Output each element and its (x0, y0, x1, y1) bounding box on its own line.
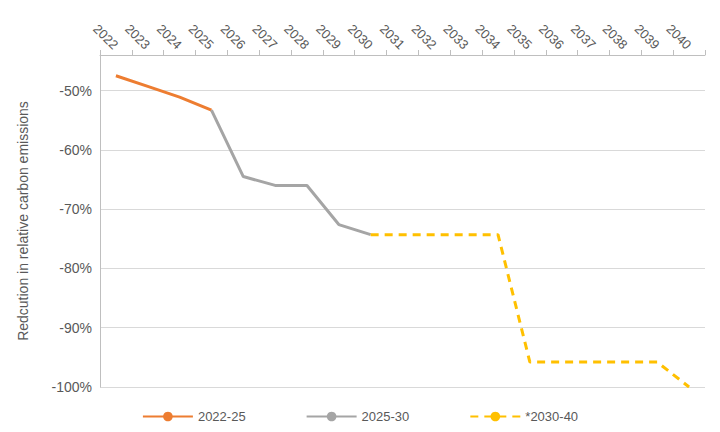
svg-text:2028: 2028 (281, 21, 312, 52)
svg-text:2025-30: 2025-30 (362, 409, 410, 424)
svg-text:-60%: -60% (59, 142, 92, 158)
svg-text:2031: 2031 (377, 21, 408, 52)
svg-text:2027: 2027 (249, 21, 280, 52)
svg-text:-70%: -70% (59, 201, 92, 217)
svg-text:2022: 2022 (90, 21, 121, 52)
svg-text:*2030-40: *2030-40 (525, 409, 578, 424)
svg-text:-50%: -50% (59, 83, 92, 99)
svg-text:2036: 2036 (536, 21, 567, 52)
svg-text:2022-25: 2022-25 (198, 409, 246, 424)
svg-text:2034: 2034 (472, 21, 503, 52)
svg-text:2030: 2030 (345, 21, 376, 52)
svg-text:2037: 2037 (568, 21, 599, 52)
svg-text:2035: 2035 (504, 21, 535, 52)
svg-text:2025: 2025 (186, 21, 217, 52)
svg-text:2033: 2033 (440, 21, 471, 52)
svg-text:2040: 2040 (663, 21, 694, 52)
svg-text:2029: 2029 (313, 21, 344, 52)
svg-text:-90%: -90% (59, 320, 92, 336)
svg-text:-100%: -100% (52, 379, 92, 395)
svg-text:2039: 2039 (632, 21, 663, 52)
svg-text:Redcution in relative carbon e: Redcution in relative carbon emissions (15, 101, 31, 341)
svg-text:2023: 2023 (122, 21, 153, 52)
svg-text:2026: 2026 (218, 21, 249, 52)
svg-text:2024: 2024 (154, 21, 185, 52)
svg-text:-80%: -80% (59, 260, 92, 276)
svg-text:2032: 2032 (409, 21, 440, 52)
svg-text:2038: 2038 (600, 21, 631, 52)
